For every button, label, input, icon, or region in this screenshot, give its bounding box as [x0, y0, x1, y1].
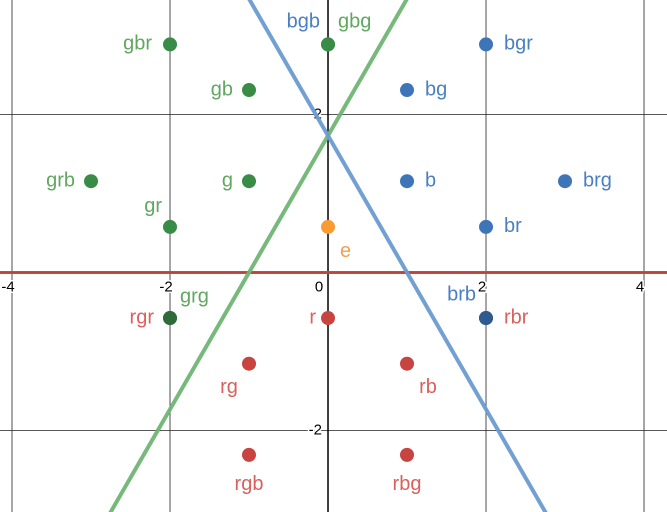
point-label: rbg	[393, 473, 422, 495]
point-label: rgr	[130, 306, 155, 328]
point	[479, 219, 494, 234]
point	[242, 83, 257, 98]
point-label: gbr	[123, 33, 152, 55]
x-tick-label: 4	[636, 278, 644, 295]
y-tick-label: -2	[309, 421, 322, 438]
point	[321, 311, 336, 326]
point	[400, 174, 415, 189]
point	[163, 219, 178, 234]
point	[558, 174, 573, 189]
point-label: bgr	[504, 33, 533, 55]
point	[242, 174, 257, 189]
point-label: e	[340, 240, 351, 262]
point-label: rb	[419, 376, 437, 398]
point	[479, 311, 494, 326]
point-label: rbr	[504, 306, 529, 328]
point	[163, 37, 178, 52]
point	[242, 447, 257, 462]
point-label: brg	[583, 170, 612, 192]
point-label: r	[309, 306, 316, 328]
point	[242, 356, 257, 371]
x-tick-label: 2	[478, 278, 486, 295]
point-label: grg	[180, 285, 209, 307]
point-label: b	[425, 170, 436, 192]
point-label: gb	[211, 78, 233, 100]
x-tick-label: 0	[315, 278, 323, 295]
point-label: grb	[46, 170, 75, 192]
point-label: gr	[144, 195, 162, 217]
point-label: brb	[447, 283, 476, 305]
point-label: bg	[425, 78, 447, 100]
point-label: br	[504, 215, 522, 237]
point	[84, 174, 99, 189]
point	[163, 311, 178, 326]
point-label: g	[222, 170, 233, 192]
point-label: rgb	[235, 473, 264, 495]
x-tick-label: -2	[159, 278, 172, 295]
point	[400, 356, 415, 371]
y-tick-label: 2	[314, 105, 322, 122]
point	[400, 447, 415, 462]
point-label: rg	[220, 376, 238, 398]
point	[321, 219, 336, 234]
point	[400, 83, 415, 98]
point	[321, 37, 336, 52]
point-label: gbg	[338, 11, 371, 33]
x-tick-label: -4	[1, 278, 14, 295]
point	[479, 37, 494, 52]
point-label: bgb	[287, 11, 320, 33]
